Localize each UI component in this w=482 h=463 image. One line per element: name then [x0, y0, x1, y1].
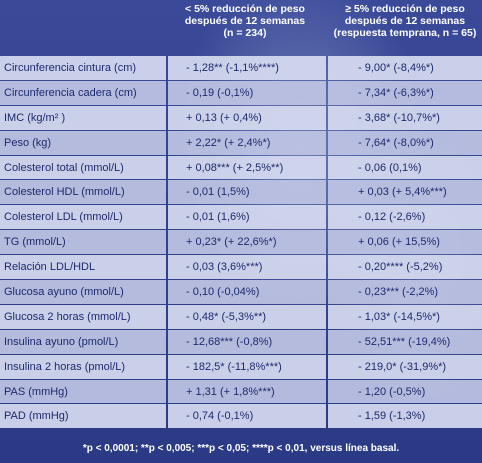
row-value-ge5: - 0,23*** (-2,2%) [328, 280, 482, 304]
row-value-ge5: - 3,68* (-10,7%*) [328, 105, 482, 130]
row-value-lt5: + 0,13 (+ 0,4%) [168, 105, 326, 130]
row-value-ge5: - 0,12 (-2,6%) [328, 205, 482, 230]
row-value-lt5: - 182,5* (-11,8%***) [168, 354, 326, 379]
table-row: Glucosa ayuno (mmol/L) - 0,10 (-0,04%) -… [0, 280, 482, 304]
header-col-ge5-line2: después de 12 semanas [344, 15, 466, 27]
table-header: < 5% reducción de peso después de 12 sem… [0, 0, 482, 52]
significance-footnote: *p < 0,0001; **p < 0,005; ***p < 0,05; *… [82, 443, 400, 454]
header-col-lt5-line2: después de 12 semanas [184, 15, 306, 27]
row-label: Relación LDL/HDL [0, 255, 166, 280]
header-col-ge5-line1: ≥ 5% reducción de peso [345, 3, 465, 15]
row-label: Glucosa 2 horas (mmol/L) [0, 304, 166, 329]
row-label: PAS (mmHg) [0, 379, 166, 404]
row-label: Colesterol HDL (mmol/L) [0, 180, 166, 205]
results-table: Circunferencia cintura (cm) - 1,28** (-1… [0, 56, 482, 429]
table-row: Relación LDL/HDL - 0,03 (3,6%***) - 0,20… [0, 255, 482, 280]
row-label: Glucosa ayuno (mmol/L) [0, 280, 166, 304]
header-col-lt5-line3: (n = 234) [223, 27, 267, 39]
table-row: IMC (kg/m² ) + 0,13 (+ 0,4%) - 3,68* (-1… [0, 105, 482, 130]
row-value-ge5: + 0,06 (+ 15,5%) [328, 230, 482, 255]
row-value-lt5: + 0,08*** (+ 2,5%**) [168, 155, 326, 180]
table-row: Colesterol LDL (mmol/L) - 0,01 (1,6%) - … [0, 205, 482, 230]
header-col-lt5: < 5% reducción de peso después de 12 sem… [166, 3, 324, 39]
table-row: Glucosa 2 horas (mmol/L) - 0,48* (-5,3%*… [0, 304, 482, 329]
table-row: Circunferencia cadera (cm) - 0,19 (-0,1%… [0, 80, 482, 105]
table-row: Peso (kg) + 2,22* (+ 2,4%*) - 7,64* (-8,… [0, 130, 482, 155]
header-col-ge5: ≥ 5% reducción de peso después de 12 sem… [328, 3, 482, 39]
table-row: PAD (mmHg) - 0,74 (-0,1%) - 1,59 (-1,3%) [0, 404, 482, 429]
header-col-lt5-line1: < 5% reducción de peso [185, 3, 305, 15]
table-row: Insulina 2 horas (pmol/L) - 182,5* (-11,… [0, 354, 482, 379]
row-value-lt5: - 0,74 (-0,1%) [168, 404, 326, 429]
table-row: Insulina ayuno (pmol/L) - 12,68*** (-0,8… [0, 329, 482, 354]
row-value-lt5: + 1,31 (+ 1,8%***) [168, 379, 326, 404]
row-value-lt5: - 12,68*** (-0,8%) [168, 329, 326, 354]
table-row: Colesterol HDL (mmol/L) - 0,01 (1,5%) + … [0, 180, 482, 205]
row-value-lt5: - 0,01 (1,6%) [168, 205, 326, 230]
row-value-lt5: + 2,22* (+ 2,4%*) [168, 130, 326, 155]
row-value-lt5: - 0,19 (-0,1%) [168, 80, 326, 105]
row-value-ge5: - 9,00* (-8,4%*) [328, 56, 482, 80]
row-value-ge5: - 1,03* (-14,5%*) [328, 304, 482, 329]
row-label: Peso (kg) [0, 130, 166, 155]
row-label: PAD (mmHg) [0, 404, 166, 429]
row-value-lt5: + 0,23* (+ 22,6%*) [168, 230, 326, 255]
row-label: Insulina ayuno (pmol/L) [0, 329, 166, 354]
table-row: Colesterol total (mmol/L) + 0,08*** (+ 2… [0, 155, 482, 180]
row-value-ge5: - 52,51*** (-19,4%) [328, 329, 482, 354]
row-value-lt5: - 0,10 (-0,04%) [168, 280, 326, 304]
header-col-ge5-line3: (respuesta temprana, n = 65) [333, 27, 477, 39]
row-value-ge5: - 0,06 (0,1%) [328, 155, 482, 180]
row-label: Circunferencia cintura (cm) [0, 56, 166, 80]
row-value-ge5: - 7,34* (-6,3%*) [328, 80, 482, 105]
row-value-ge5: - 219,0* (-31,9%*) [328, 354, 482, 379]
row-value-ge5: - 1,20 (-0,5%) [328, 379, 482, 404]
row-value-ge5: - 1,59 (-1,3%) [328, 404, 482, 429]
table-row: Circunferencia cintura (cm) - 1,28** (-1… [0, 56, 482, 80]
row-label: TG (mmol/L) [0, 230, 166, 255]
row-label: Circunferencia cadera (cm) [0, 80, 166, 105]
row-label: IMC (kg/m² ) [0, 105, 166, 130]
row-label: Colesterol LDL (mmol/L) [0, 205, 166, 230]
row-value-lt5: - 0,48* (-5,3%**) [168, 304, 326, 329]
row-label: Insulina 2 horas (pmol/L) [0, 354, 166, 379]
row-value-lt5: - 0,01 (1,5%) [168, 180, 326, 205]
table-row: PAS (mmHg) + 1,31 (+ 1,8%***) - 1,20 (-0… [0, 379, 482, 404]
row-value-lt5: - 1,28** (-1,1%****) [168, 56, 326, 80]
row-value-ge5: - 0,20**** (-5,2%) [328, 255, 482, 280]
row-value-ge5: - 7,64* (-8,0%*) [328, 130, 482, 155]
row-value-ge5: + 0,03 (+ 5,4%***) [328, 180, 482, 205]
row-value-lt5: - 0,03 (3,6%***) [168, 255, 326, 280]
row-label: Colesterol total (mmol/L) [0, 155, 166, 180]
table-row: TG (mmol/L) + 0,23* (+ 22,6%*) + 0,06 (+… [0, 230, 482, 255]
